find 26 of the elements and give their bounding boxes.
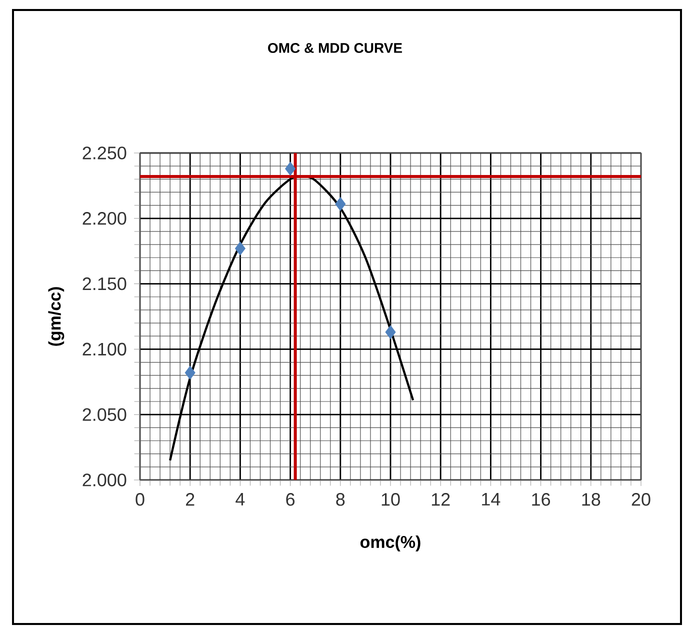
x-tick-label: 16	[532, 493, 550, 506]
x-tick-label: 4	[236, 493, 245, 506]
x-tick-label: 18	[582, 493, 600, 506]
point	[235, 242, 246, 256]
x-tick-label: 14	[482, 493, 500, 506]
x-tick-label: 20	[632, 493, 650, 506]
y-tick-label: 2.100	[82, 342, 126, 356]
x-axis-title: omc(%)	[360, 536, 420, 552]
x-tick-label: 12	[432, 493, 450, 506]
x-tick-label: 10	[382, 493, 400, 506]
point	[184, 366, 196, 380]
y-axis-title: (gm/cc)	[48, 287, 64, 346]
x-tick-label: 6	[286, 493, 295, 506]
y-tick-label: 2.250	[82, 146, 126, 160]
point	[335, 197, 346, 211]
line-series	[168, 175, 414, 462]
y-tick-label: 2.150	[82, 277, 126, 290]
y-tick-label: 2.000	[82, 474, 126, 486]
x-tick-label: 2	[186, 493, 194, 506]
x-tick-label: 8	[336, 493, 345, 506]
point	[385, 325, 396, 339]
chart-title: OMC & MDD CURVE	[268, 43, 402, 53]
x-tick-label: 0	[136, 493, 144, 506]
point	[285, 162, 296, 176]
y-tick-label: 2.050	[82, 408, 126, 421]
y-tick-label: 2.200	[82, 212, 126, 225]
